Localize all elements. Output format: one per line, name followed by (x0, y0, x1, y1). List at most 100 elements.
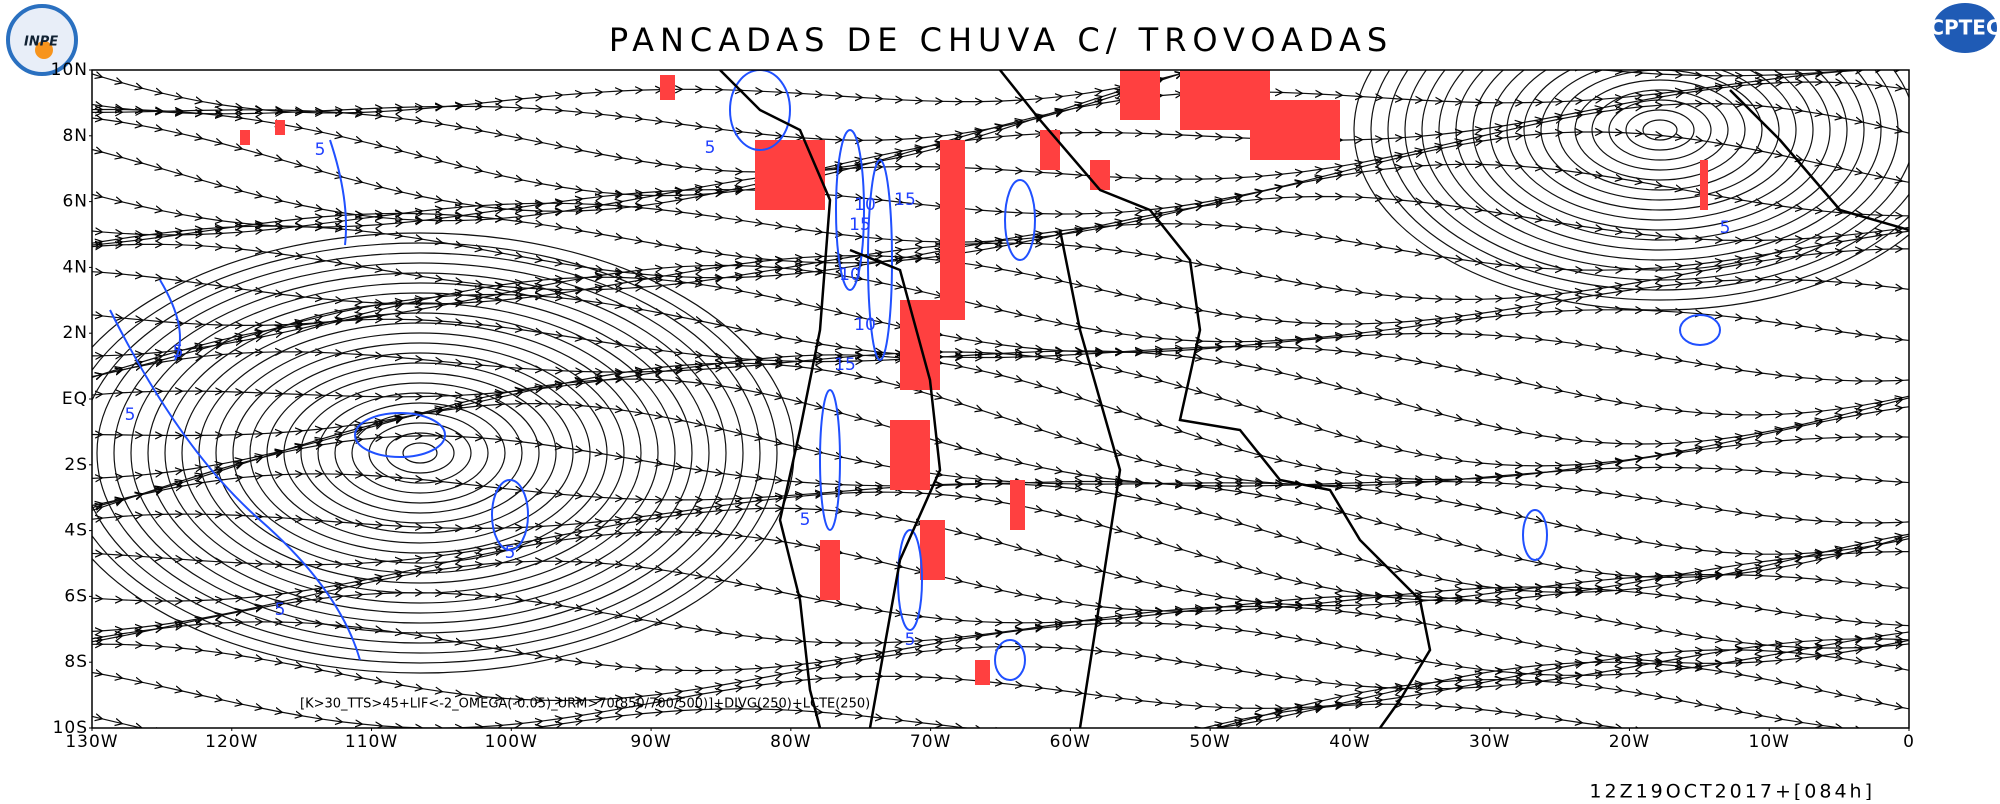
streamline (80, 680, 1920, 728)
contour-label: 5 (800, 510, 811, 530)
vortex-line (1506, 70, 1814, 221)
streamline (92, 492, 1909, 601)
vortex-line (215, 332, 625, 574)
vortex-line (147, 292, 693, 614)
contour-label: 5 (173, 342, 184, 362)
y-axis-label: 10S (53, 718, 88, 738)
vortex-line (1642, 119, 1678, 141)
x-axis-label: 80W (770, 732, 811, 752)
title: PANCADAS DE CHUVA C/ TROVOADAS (609, 21, 1393, 59)
formula: [K>30_TTS>45+LIF<-2_OMEGA(-0.05)_URM>70(… (300, 697, 870, 712)
contour-label: 15 (834, 355, 856, 375)
vortex-line (232, 342, 608, 564)
contour-label: 15 (849, 215, 871, 235)
streamline (92, 404, 1909, 555)
streamlines (80, 70, 1920, 728)
contour-label: 5 (125, 405, 136, 425)
vortex-line (351, 412, 489, 494)
x-axis-label: 110W (345, 732, 398, 752)
timestamp: 12Z19OCT2017+[084h] (1589, 781, 1875, 801)
y-axis-label: 4N (62, 257, 88, 277)
vortex-line (113, 272, 727, 634)
streamline (92, 319, 1909, 444)
vortex-line (1404, 70, 1909, 281)
x-axis-label: 30W (1469, 732, 1510, 752)
streamline (92, 561, 1909, 648)
logo-cptec-text: CPTEC (1929, 16, 2000, 40)
streamline (80, 704, 1920, 728)
vortex-line (96, 262, 744, 644)
y-axis-label: EQ (62, 389, 88, 409)
streamline (92, 70, 1920, 172)
y-axis-label: 4S (64, 521, 88, 541)
streamline (92, 379, 1909, 523)
x-axis-label: 120W (205, 732, 258, 752)
contours (109, 70, 1721, 681)
contour-label: 15 (894, 190, 916, 210)
streamline (92, 650, 1909, 728)
streamline (92, 70, 1920, 195)
contour-label: 5 (505, 543, 516, 563)
precip-areas (240, 70, 1708, 685)
y-axis-label: 6N (62, 192, 88, 212)
contour-label: 5 (705, 138, 716, 158)
contour-label: 5 (905, 630, 916, 650)
x-axis-label: 60W (1050, 732, 1091, 752)
vortex-line (317, 392, 523, 514)
y-axis-label: 10N (51, 60, 88, 80)
vortex-line (181, 312, 659, 594)
streamline (92, 243, 1909, 299)
vortex-line (283, 372, 557, 534)
vortex-line (249, 352, 591, 554)
vortex-line (1557, 70, 1763, 191)
vortex-line (198, 322, 642, 584)
vortex-line (1591, 89, 1729, 171)
logo-inpe: INPE (6, 4, 78, 76)
vortex-line (1523, 70, 1797, 211)
x-axis-label: 20W (1609, 732, 1650, 752)
frame (91, 69, 1910, 729)
vortex-line (334, 402, 506, 504)
x-axis-label: 100W (485, 732, 538, 752)
vortex-line (300, 382, 540, 524)
vortex-line (164, 302, 676, 604)
x-axis-label: 40W (1329, 732, 1370, 752)
y-axis-label: 8N (62, 126, 88, 146)
vortex-line (1421, 70, 1899, 271)
contour-label: 5 (315, 140, 326, 160)
vortex-line (1455, 70, 1865, 251)
x-axis-label: 90W (630, 732, 671, 752)
vortex-line (385, 432, 455, 474)
streamline (92, 662, 1909, 728)
vortex-line (1608, 99, 1712, 161)
vortex-line (402, 442, 438, 464)
vortex-line (1438, 70, 1882, 261)
x-axis-label: 0 (1903, 732, 1915, 752)
vortex-line (92, 242, 778, 664)
y-axis-label: 2S (64, 455, 88, 475)
y-axis-label: 6S (64, 586, 88, 606)
streamline (92, 104, 1909, 221)
vortex-line (1387, 70, 1909, 291)
y-axis-label: 8S (64, 652, 88, 672)
vortex-line (1540, 70, 1780, 201)
contour-label: 10 (854, 195, 876, 215)
logo-cptec: CPTEC (1929, 3, 2000, 53)
x-axis-label: 130W (65, 732, 118, 752)
coastlines (719, 70, 1909, 728)
contour-label: 5 (1720, 218, 1731, 238)
vortex-line (1353, 70, 1909, 311)
contour-label: 10 (854, 315, 876, 335)
streamline (92, 474, 1909, 593)
streamline (92, 593, 1909, 664)
y-axis-label: 2N (62, 323, 88, 343)
x-axis-label: 70W (910, 732, 951, 752)
contour-label: 10 (839, 265, 861, 285)
logo-inpe-text: INPE (24, 35, 58, 50)
vortex-line (92, 252, 761, 654)
vortex-line (1370, 70, 1909, 301)
x-axis-label: 10W (1749, 732, 1790, 752)
vortex-line (1472, 70, 1848, 241)
vortex-line (1625, 109, 1695, 151)
